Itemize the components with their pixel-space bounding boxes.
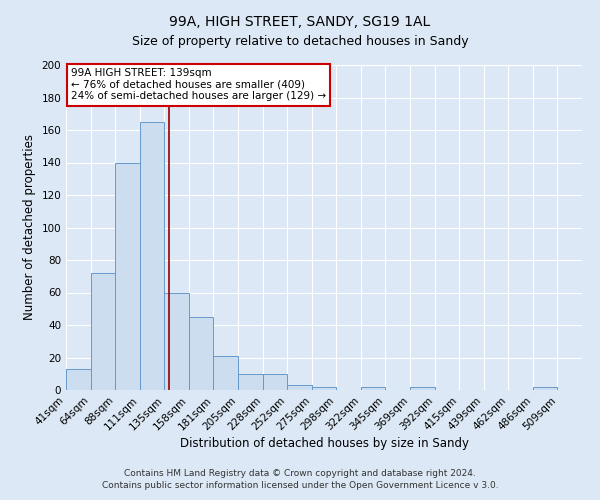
Bar bbox=[410, 387, 434, 390]
Bar bbox=[263, 374, 287, 390]
Bar bbox=[115, 162, 140, 390]
Bar bbox=[287, 385, 312, 390]
Bar bbox=[66, 369, 91, 390]
Bar bbox=[312, 387, 336, 390]
Y-axis label: Number of detached properties: Number of detached properties bbox=[23, 134, 36, 320]
Text: Contains HM Land Registry data © Crown copyright and database right 2024.
Contai: Contains HM Land Registry data © Crown c… bbox=[101, 469, 499, 490]
Bar bbox=[164, 292, 189, 390]
Bar bbox=[214, 356, 238, 390]
X-axis label: Distribution of detached houses by size in Sandy: Distribution of detached houses by size … bbox=[179, 438, 469, 450]
Text: 99A HIGH STREET: 139sqm
← 76% of detached houses are smaller (409)
24% of semi-d: 99A HIGH STREET: 139sqm ← 76% of detache… bbox=[71, 68, 326, 102]
Bar bbox=[238, 374, 263, 390]
Text: Size of property relative to detached houses in Sandy: Size of property relative to detached ho… bbox=[131, 35, 469, 48]
Text: 99A, HIGH STREET, SANDY, SG19 1AL: 99A, HIGH STREET, SANDY, SG19 1AL bbox=[169, 15, 431, 29]
Bar bbox=[189, 317, 214, 390]
Bar bbox=[91, 273, 115, 390]
Bar bbox=[361, 387, 385, 390]
Bar bbox=[140, 122, 164, 390]
Bar bbox=[533, 387, 557, 390]
